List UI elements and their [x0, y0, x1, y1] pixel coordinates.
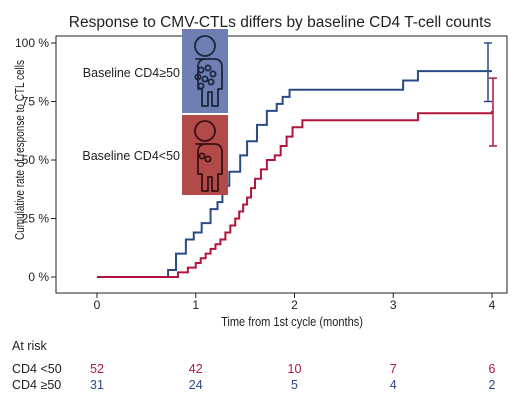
legend-cd4-low: Baseline CD4<50 — [82, 115, 228, 195]
risk-table-header: At risk — [12, 339, 47, 353]
risk-count: 52 — [90, 362, 104, 376]
risk-count: 6 — [489, 362, 496, 376]
risk-count: 7 — [390, 362, 397, 376]
x-tick-label: 2 — [291, 298, 298, 312]
risk-count: 42 — [189, 362, 203, 376]
chart-title: Response to CMV-CTLs differs by baseline… — [69, 14, 492, 31]
risk-count: 24 — [189, 378, 203, 392]
confidence-intervals — [484, 42, 497, 147]
legend-cd4-high: Baseline CD4≥50 — [83, 29, 228, 113]
series-layer — [97, 70, 493, 278]
risk-count: 31 — [90, 378, 104, 392]
y-tick-label: 100 % — [15, 36, 49, 50]
ci-bar-cd4-high — [484, 42, 492, 103]
plot-border — [55, 35, 508, 294]
y-axis: 0 % 25 % 50 % 75 % 100 % — [15, 36, 56, 284]
series-line-cd4-high — [97, 70, 492, 278]
person-icon — [194, 35, 223, 107]
risk-count: 10 — [288, 362, 302, 376]
y-tick-label: 50 % — [22, 153, 50, 167]
legend-cd4-high-label: Baseline CD4≥50 — [83, 66, 180, 80]
legend-cd4-high-panel — [182, 29, 228, 113]
x-tick-label: 3 — [390, 298, 397, 312]
x-axis-title: Time from 1st cycle (months) — [221, 314, 363, 329]
y-tick-label: 0 % — [28, 270, 49, 284]
x-axis: 0 1 2 3 4 — [94, 293, 496, 312]
x-tick-label: 0 — [94, 298, 101, 312]
x-tick-label: 1 — [192, 298, 199, 312]
risk-count: 2 — [489, 378, 496, 392]
x-tick-label: 4 — [489, 298, 496, 312]
y-tick-label: 25 % — [22, 212, 50, 226]
risk-count: 5 — [291, 378, 298, 392]
risk-row-label: CD4 ≥50 — [12, 378, 61, 392]
plot-frame — [55, 35, 508, 294]
risk-count: 4 — [390, 378, 397, 392]
person-icon — [194, 120, 223, 192]
ci-bar-cd4-low — [489, 77, 497, 147]
y-axis-title: Cumulative rate of response to CTL cells — [14, 60, 27, 240]
series-line-cd4-low — [97, 110, 493, 278]
y-tick-label: 75 % — [22, 95, 50, 109]
risk-row-label: CD4 <50 — [12, 362, 62, 376]
legend-cd4-low-label: Baseline CD4<50 — [82, 149, 180, 163]
